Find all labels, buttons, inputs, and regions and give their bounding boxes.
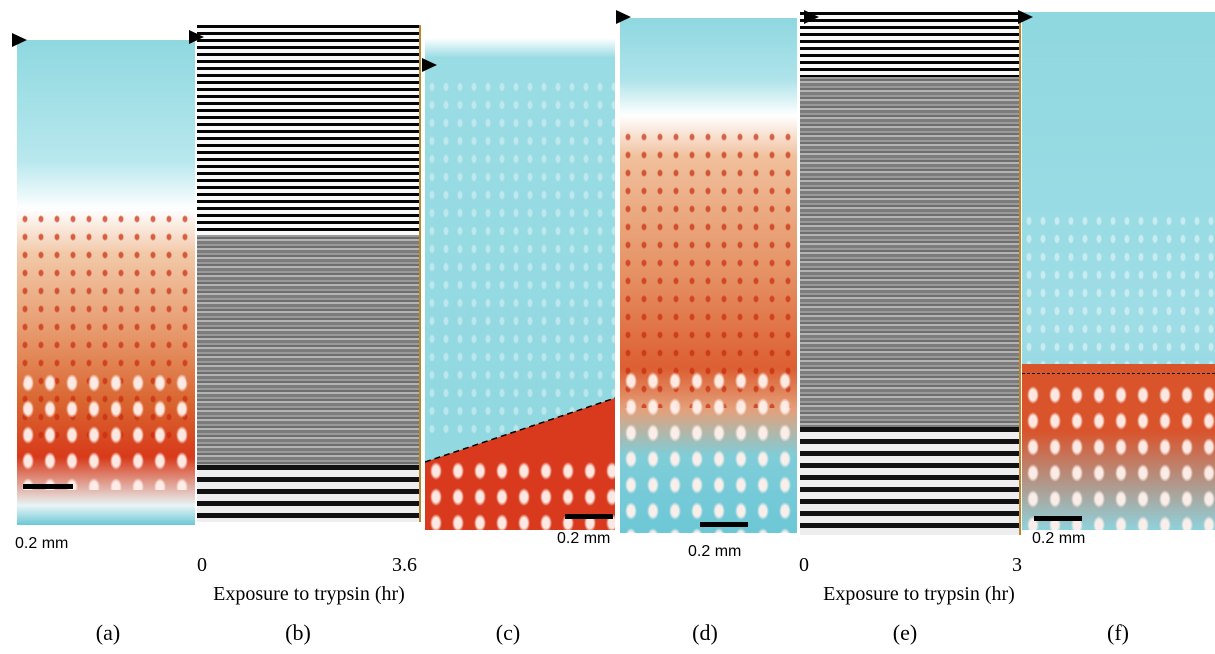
arrowhead [1018, 10, 1033, 24]
texture [197, 25, 419, 235]
panel-label: (c) [495, 620, 521, 645]
texture [800, 12, 1019, 77]
stripe-image [197, 25, 421, 522]
axis-start: 0 [799, 554, 809, 576]
scale-bar [23, 484, 73, 489]
texture [1022, 212, 1215, 372]
tidemark [425, 397, 615, 463]
panel-label: (b) [285, 620, 311, 645]
panel-label: (e) [892, 620, 918, 645]
axis-title: Exposure to trypsin (hr) [213, 583, 405, 605]
texture [1022, 382, 1215, 530]
texture [800, 77, 1019, 427]
texture [620, 368, 797, 533]
texture [17, 370, 195, 490]
axis-end: 3.6 [392, 554, 417, 576]
histology-image [620, 18, 797, 533]
scale-label: 0.2 mm [15, 535, 69, 552]
arrowhead [12, 33, 27, 47]
axis-title: Exposure to trypsin (hr) [823, 583, 1015, 605]
histology-image [17, 40, 195, 525]
panel-label: (a) [95, 620, 121, 645]
arrowhead [189, 30, 204, 44]
scale-bar [565, 514, 613, 519]
texture [197, 235, 419, 465]
scale-label: 0.2 mm [557, 530, 611, 547]
scale-bar [1034, 516, 1082, 521]
stripe-image [800, 12, 1021, 535]
axis-end: 3 [1012, 554, 1022, 576]
overlay [425, 397, 615, 530]
texture [620, 128, 797, 408]
panel-label: (f) [1107, 620, 1129, 645]
histology-image [425, 38, 615, 530]
texture [425, 458, 615, 530]
arrowhead [616, 10, 631, 24]
scale-label: 0.2 mm [1032, 530, 1086, 547]
texture [800, 427, 1019, 535]
histology-image [1022, 12, 1215, 530]
scale-label: 0.2 mm [688, 543, 742, 560]
scale-bar [700, 522, 748, 527]
arrowhead [804, 10, 819, 24]
texture [425, 78, 615, 438]
axis-start: 0 [197, 554, 207, 576]
panel-label: (d) [692, 620, 718, 645]
tidemark [1022, 373, 1215, 374]
texture [197, 465, 419, 522]
arrowhead [422, 58, 437, 72]
